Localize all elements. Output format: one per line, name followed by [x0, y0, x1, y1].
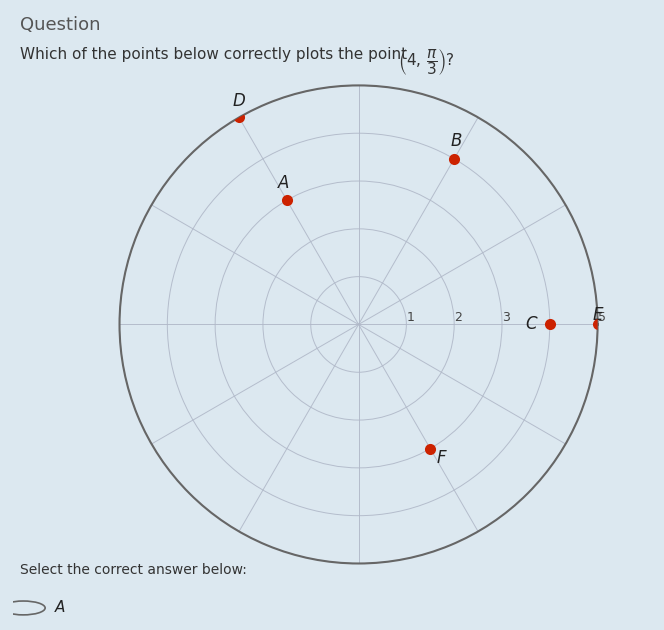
- Text: D: D: [232, 92, 246, 110]
- Text: A: A: [278, 174, 290, 192]
- Text: F: F: [437, 449, 447, 467]
- Text: A: A: [55, 600, 66, 616]
- Text: C: C: [525, 316, 537, 333]
- Text: Select the correct answer below:: Select the correct answer below:: [20, 563, 247, 576]
- Text: $\left(4,\,\dfrac{\pi}{3}\right)$?: $\left(4,\,\dfrac{\pi}{3}\right)$?: [398, 47, 456, 77]
- Text: Which of the points below correctly plots the point: Which of the points below correctly plot…: [20, 47, 412, 62]
- Text: E: E: [592, 306, 603, 324]
- Text: Question: Question: [20, 16, 100, 34]
- Text: B: B: [451, 132, 462, 150]
